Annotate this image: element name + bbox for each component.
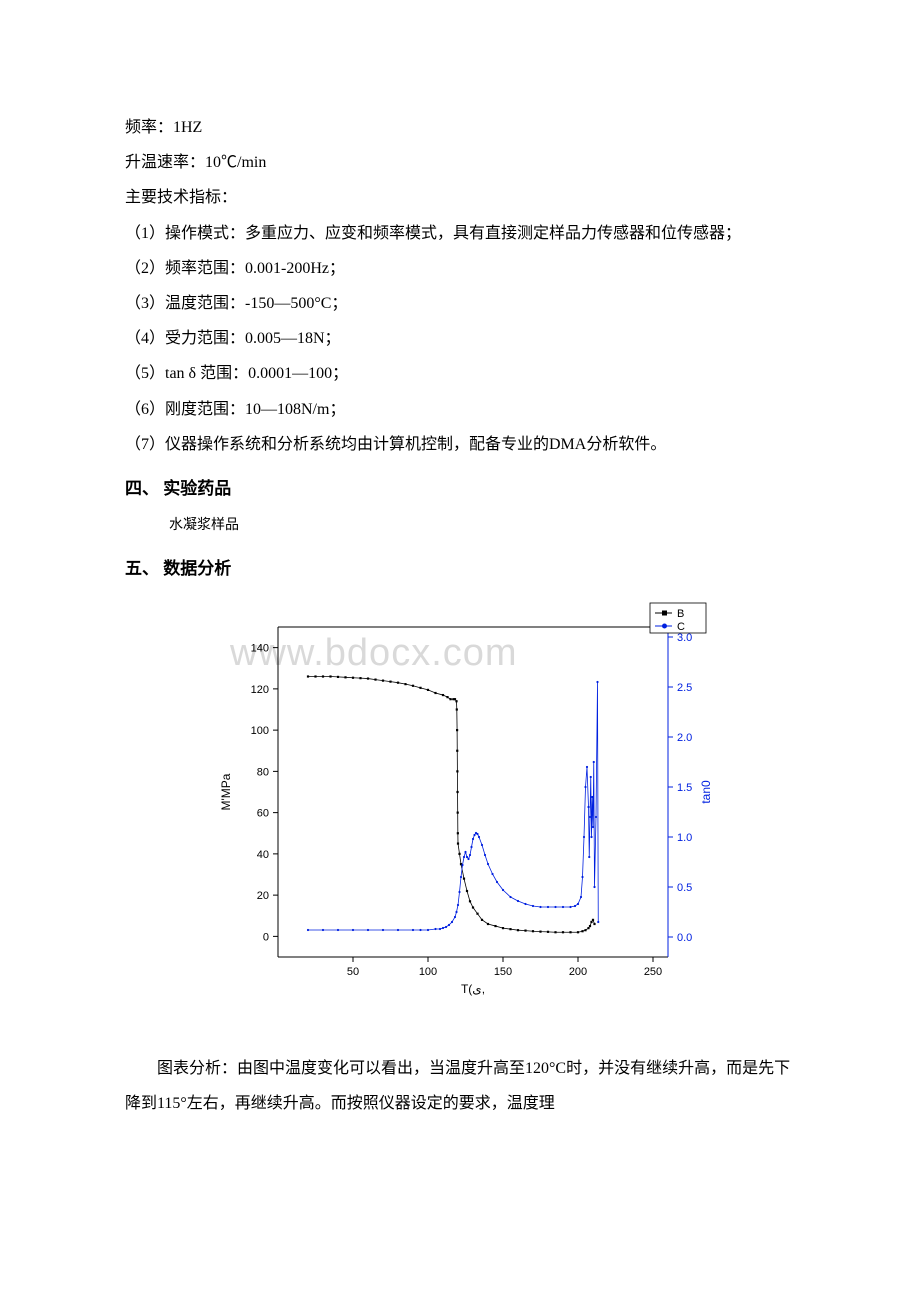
text-spec-heading: 主要技术指标： (125, 180, 795, 215)
svg-text:T(ى,: T(ى, (461, 982, 485, 996)
section-4-body: 水凝浆样品 (125, 511, 795, 542)
text-spec-5: （5）tan δ 范围：0.0001—100； (125, 356, 795, 391)
text-spec-4: （4）受力范围：0.005—18N； (125, 321, 795, 356)
svg-text:M'MPa: M'MPa (219, 774, 233, 811)
dma-chart: 50 100 150 200 250 T(ى, 0 20 40 60 80 100 120 140 M'MP… (200, 597, 720, 1030)
svg-text:50: 50 (347, 966, 359, 978)
text-spec-3: （3）温度范围：-150—500°C； (125, 286, 795, 321)
text-frequency: 频率：1HZ (125, 110, 795, 145)
text-spec-7: （7）仪器操作系统和分析系统均由计算机控制，配备专业的DMA分析软件。 (125, 427, 795, 462)
svg-text:2.0: 2.0 (677, 732, 692, 744)
svg-text:20: 20 (257, 891, 269, 903)
svg-text:tan0: tan0 (699, 780, 713, 804)
svg-text:250: 250 (644, 966, 662, 978)
svg-text:80: 80 (257, 767, 269, 779)
page-content: 频率：1HZ 升温速率：10℃/min 主要技术指标： （1）操作模式：多重应力… (125, 110, 795, 1121)
svg-text:2.5: 2.5 (677, 682, 692, 694)
svg-text:3.0: 3.0 (677, 632, 692, 644)
text-heating-rate: 升温速率：10℃/min (125, 145, 795, 180)
svg-text:C: C (677, 621, 685, 633)
svg-text:100: 100 (419, 966, 437, 978)
svg-text:120: 120 (251, 684, 269, 696)
section-5-heading: 五、 数据分析 (125, 550, 795, 587)
svg-text:1.0: 1.0 (677, 832, 692, 844)
section-4-heading: 四、 实验药品 (125, 470, 795, 507)
text-spec-1: （1）操作模式：多重应力、应变和频率模式，具有直接测定样品力传感器和位传感器； (125, 216, 795, 251)
svg-text:0.0: 0.0 (677, 932, 692, 944)
analysis-paragraph: 图表分析：由图中温度变化可以看出，当温度升高至120°C时，并没有继续升高，而是… (125, 1051, 795, 1121)
dma-chart-svg: 50 100 150 200 250 T(ى, 0 20 40 60 80 100 120 140 M'MP… (200, 597, 720, 1017)
svg-text:0: 0 (263, 932, 269, 944)
svg-text:140: 140 (251, 643, 269, 655)
svg-text:B: B (677, 608, 684, 620)
svg-text:1.5: 1.5 (677, 782, 692, 794)
svg-text:60: 60 (257, 808, 269, 820)
svg-text:200: 200 (569, 966, 587, 978)
svg-text:100: 100 (251, 726, 269, 738)
svg-text:0.5: 0.5 (677, 882, 692, 894)
text-spec-6: （6）刚度范围：10—108N/m； (125, 392, 795, 427)
svg-text:150: 150 (494, 966, 512, 978)
svg-text:40: 40 (257, 849, 269, 861)
text-spec-2: （2）频率范围：0.001-200Hz； (125, 251, 795, 286)
